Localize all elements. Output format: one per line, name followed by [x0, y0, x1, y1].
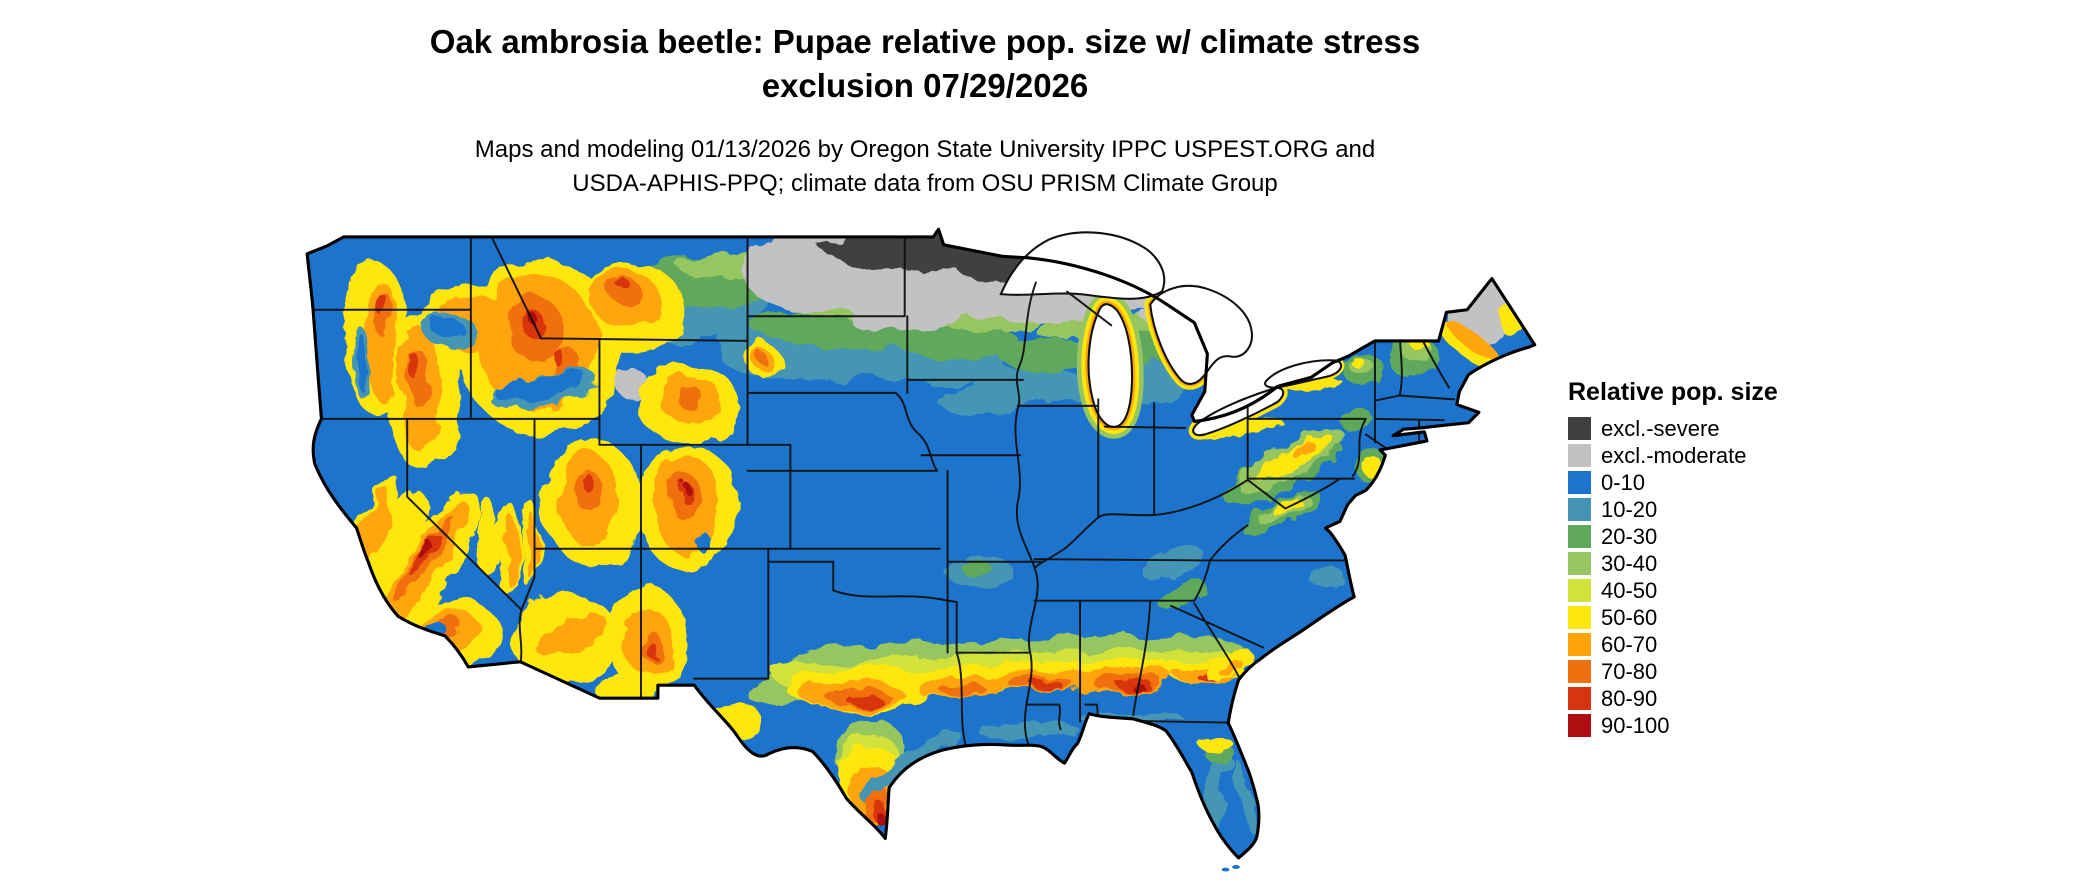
legend-label: 30-40 — [1601, 550, 1658, 576]
legend-label: 50-60 — [1601, 604, 1658, 630]
overlay-western-mountains — [336, 259, 781, 739]
legend-swatch — [1568, 687, 1591, 710]
legend-title: Relative pop. size — [1568, 378, 1778, 406]
legend-swatch — [1568, 633, 1591, 656]
legend-row: excl.-moderate — [1568, 444, 1778, 467]
legend-swatch — [1568, 714, 1591, 737]
legend-label: 10-20 — [1601, 496, 1658, 522]
legend-row: 70-80 — [1568, 660, 1778, 683]
legend-swatch — [1568, 417, 1591, 440]
legend-swatch — [1568, 525, 1591, 548]
legend-label: 20-30 — [1601, 523, 1658, 549]
legend-swatch — [1568, 471, 1591, 494]
overlay-gulf-band — [744, 634, 1255, 832]
national-outline — [305, 227, 1537, 860]
legend-row: 90-100 — [1568, 714, 1778, 737]
legend-row: 30-40 — [1568, 552, 1778, 575]
legend-label: 0-10 — [1601, 469, 1646, 495]
legend-swatch — [1568, 552, 1591, 575]
legend-row: excl.-severe — [1568, 417, 1778, 440]
legend-swatch — [1568, 579, 1591, 602]
legend-label: 90-100 — [1601, 712, 1670, 738]
legend-row: 10-20 — [1568, 498, 1778, 521]
legend-label: excl.-moderate — [1601, 442, 1747, 468]
legend-row: 40-50 — [1568, 579, 1778, 602]
page-subtitle: Maps and modeling 01/13/2026 by Oregon S… — [0, 133, 1850, 200]
legend-label: 60-70 — [1601, 631, 1658, 657]
legend-swatch — [1568, 498, 1591, 521]
legend-row: 0-10 — [1568, 471, 1778, 494]
legend-label: 40-50 — [1601, 577, 1658, 603]
legend-label: 70-80 — [1601, 658, 1658, 684]
legend-label: excl.-severe — [1601, 415, 1720, 441]
legend-swatch — [1568, 606, 1591, 629]
subtitle-line2: USDA-APHIS-PPQ; climate data from OSU PR… — [572, 169, 1278, 197]
legend-row: 50-60 — [1568, 606, 1778, 629]
us-landmass — [307, 229, 1535, 858]
florida-keys — [1221, 865, 1240, 872]
legend-row: 60-70 — [1568, 633, 1778, 656]
state-borders — [307, 236, 1456, 748]
legend-swatch — [1568, 444, 1591, 467]
legend: Relative pop. size excl.-severe excl.-mo… — [1568, 378, 1778, 741]
legend-row: 80-90 — [1568, 687, 1778, 710]
legend-swatch — [1568, 660, 1591, 683]
legend-items: excl.-severe excl.-moderate 0-10 10-20 2… — [1568, 417, 1778, 737]
legend-label: 80-90 — [1601, 685, 1658, 711]
title-line2: exclusion 07/29/2026 — [761, 66, 1089, 104]
subtitle-line1: Maps and modeling 01/13/2026 by Oregon S… — [474, 136, 1376, 164]
legend-row: 20-30 — [1568, 525, 1778, 548]
us-choropleth-map — [305, 227, 1537, 872]
header: Oak ambrosia beetle: Pupae relative pop.… — [0, 20, 1850, 200]
title-line1: Oak ambrosia beetle: Pupae relative pop.… — [429, 23, 1421, 60]
page-title: Oak ambrosia beetle: Pupae relative pop.… — [0, 20, 1850, 107]
